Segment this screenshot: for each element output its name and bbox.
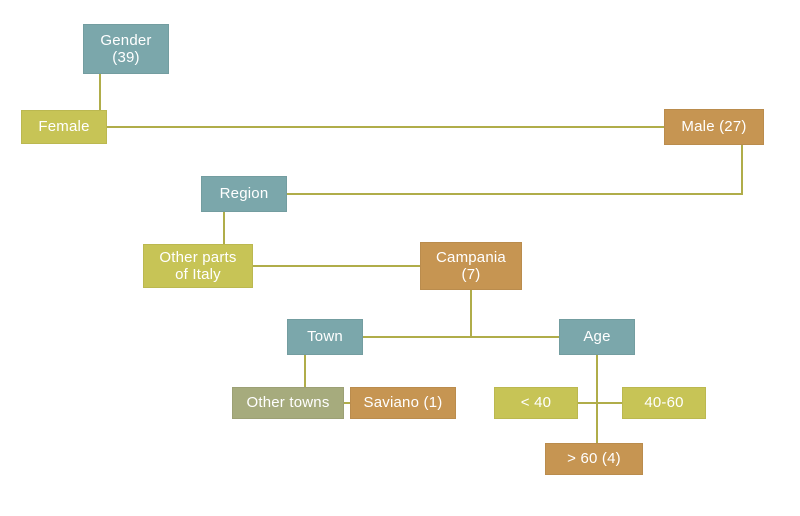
tree-node-male: Male (27): [664, 109, 764, 145]
tree-node-gender: Gender (39): [83, 24, 169, 74]
tree-node-gt60: > 60 (4): [545, 443, 643, 475]
tree-node-lt40: < 40: [494, 387, 578, 419]
tree-node-town: Town: [287, 319, 363, 355]
tree-node-age: Age: [559, 319, 635, 355]
tree-node-campania: Campania (7): [420, 242, 522, 290]
tree-node-region: Region: [201, 176, 287, 212]
tree-node-saviano: Saviano (1): [350, 387, 456, 419]
tree-node-other_tw: Other towns: [232, 387, 344, 419]
tree-node-age4060: 40-60: [622, 387, 706, 419]
tree-edges: [0, 0, 800, 516]
tree-node-other_it: Other parts of Italy: [143, 244, 253, 288]
tree-node-female: Female: [21, 110, 107, 144]
